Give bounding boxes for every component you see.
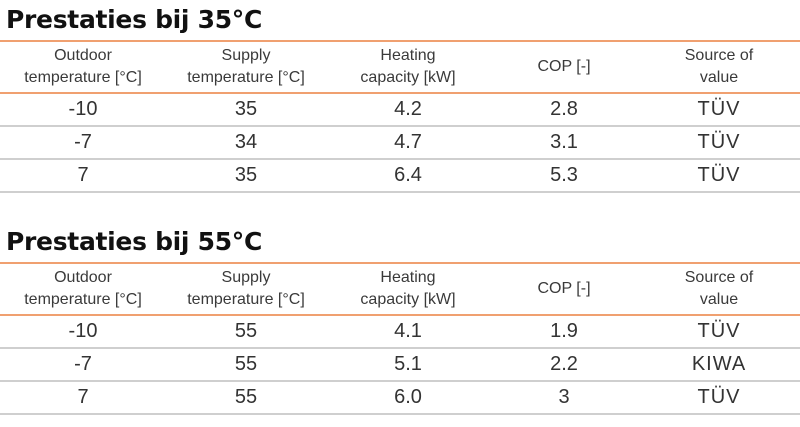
performance-table: Outdoor temperature [°C] Supply temperatur… bbox=[0, 40, 800, 193]
cell-capacity: 6.0 bbox=[394, 386, 422, 408]
cell-cop: 2.2 bbox=[550, 353, 578, 375]
cell-supply: 55 bbox=[234, 353, 258, 375]
performance-section-35: Prestaties bij 35°C Outdoor temperature [… bbox=[0, 0, 800, 193]
cell-cop: 1.9 bbox=[550, 320, 578, 342]
cell-capacity: 5.1 bbox=[394, 353, 422, 375]
header-source: Source of value bbox=[684, 269, 754, 308]
table-row: -10 55 4.1 1.9 TÜV bbox=[0, 315, 800, 348]
table-row: 7 55 6.0 3 TÜV bbox=[0, 381, 800, 414]
cell-cop: 3 bbox=[558, 386, 570, 408]
header-heating-capacity: Heating capacity [kW] bbox=[360, 47, 456, 86]
cell-outdoor: -10 bbox=[68, 98, 98, 120]
cell-source: TÜV bbox=[697, 386, 741, 408]
cell-cop: 5.3 bbox=[550, 164, 578, 186]
table-row: -7 34 4.7 3.1 TÜV bbox=[0, 126, 800, 159]
header-supply-temperature: Supply temperature [°C] bbox=[187, 47, 305, 86]
cell-supply: 35 bbox=[234, 164, 258, 186]
table-header-row: Outdoor temperature [°C] Supply temperatur… bbox=[0, 263, 800, 315]
header-outdoor-temperature: Outdoor temperature [°C] bbox=[24, 269, 142, 308]
cell-outdoor: -7 bbox=[74, 131, 92, 153]
cell-capacity: 6.4 bbox=[394, 164, 422, 186]
header-cop: COP [-] bbox=[537, 280, 591, 297]
cell-outdoor: 7 bbox=[77, 164, 89, 186]
cell-cop: 3.1 bbox=[550, 131, 578, 153]
cell-outdoor: -7 bbox=[74, 353, 92, 375]
cell-outdoor: -10 bbox=[68, 320, 98, 342]
header-cop: COP [-] bbox=[537, 58, 591, 75]
section-title: Prestaties bij 35°C bbox=[6, 5, 263, 34]
performance-table: Outdoor temperature [°C] Supply temperatur… bbox=[0, 262, 800, 415]
performance-section-55: Prestaties bij 55°C Outdoor temperature [… bbox=[0, 222, 800, 415]
cell-supply: 35 bbox=[234, 98, 258, 120]
cell-capacity: 4.7 bbox=[394, 131, 422, 153]
section-title: Prestaties bij 55°C bbox=[6, 227, 263, 256]
header-source: Source of value bbox=[684, 47, 754, 86]
cell-supply: 55 bbox=[234, 386, 258, 408]
table-row: 7 35 6.4 5.3 TÜV bbox=[0, 159, 800, 192]
table-row: -7 55 5.1 2.2 KIWA bbox=[0, 348, 800, 381]
cell-outdoor: 7 bbox=[77, 386, 89, 408]
cell-supply: 34 bbox=[234, 131, 258, 153]
header-heating-capacity: Heating capacity [kW] bbox=[360, 269, 456, 308]
cell-capacity: 4.2 bbox=[394, 98, 422, 120]
cell-supply: 55 bbox=[234, 320, 258, 342]
cell-source: TÜV bbox=[697, 98, 741, 120]
cell-cop: 2.8 bbox=[550, 98, 578, 120]
header-outdoor-temperature: Outdoor temperature [°C] bbox=[24, 47, 142, 86]
cell-source: TÜV bbox=[697, 320, 741, 342]
table-header-row: Outdoor temperature [°C] Supply temperatur… bbox=[0, 41, 800, 93]
header-supply-temperature: Supply temperature [°C] bbox=[187, 269, 305, 308]
cell-source: TÜV bbox=[697, 164, 741, 186]
cell-capacity: 4.1 bbox=[394, 320, 422, 342]
cell-source: KIWA bbox=[691, 353, 747, 375]
cell-source: TÜV bbox=[697, 131, 741, 153]
table-row: -10 35 4.2 2.8 TÜV bbox=[0, 93, 800, 126]
